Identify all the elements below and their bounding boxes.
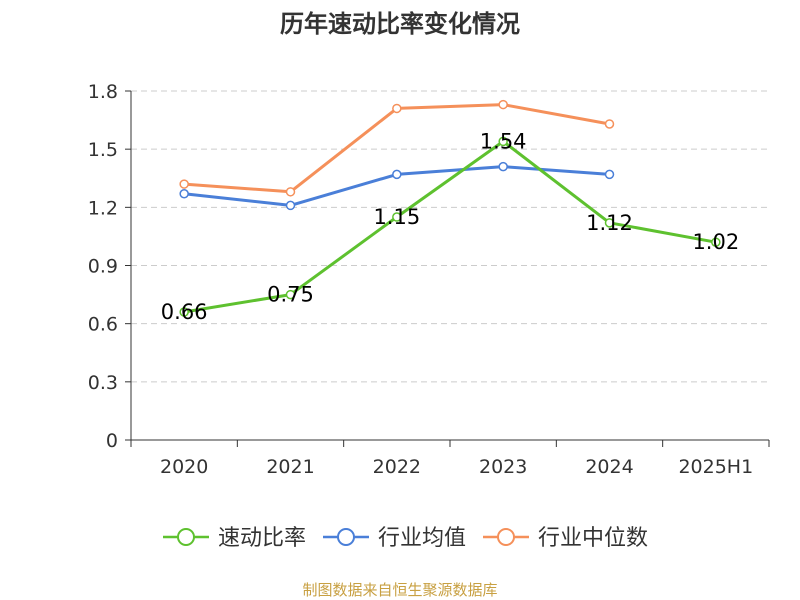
legend-label: 行业均值 [378,526,466,551]
x-tick-label: 2021 [266,456,314,478]
data-point [179,189,189,199]
data-point [498,136,508,147]
x-tick-label: 2025H1 [678,456,753,478]
data-point [498,99,508,110]
y-tick-label: 0.9 [88,256,118,278]
legend-item: 行业均值 [323,526,466,551]
data-point [604,119,615,129]
series-line [183,139,717,314]
y-tick-label: 0.6 [88,314,118,336]
y-tick-label: 1.8 [88,81,118,103]
data-point [392,103,402,114]
data-label: 1.12 [586,211,633,235]
data-point [604,218,615,228]
data-label: 1.15 [373,205,420,229]
x-tick-label: 2020 [160,456,208,478]
data-point [392,212,402,222]
legend-marker [497,528,515,546]
y-tick-label: 0 [106,430,118,452]
data-point [179,179,189,189]
data-point [392,169,402,180]
data-point [711,237,721,247]
legend-marker [177,528,195,546]
legend-label: 行业中位数 [538,526,648,551]
y-tick-label: 1.5 [88,139,118,161]
data-point [498,161,508,172]
x-tick-label: 2022 [373,456,421,478]
data-point [285,200,296,211]
y-tick-label: 0.3 [88,372,118,394]
data-point [179,307,189,317]
legend-label: 速动比率 [218,526,306,551]
data-label: 0.75 [267,283,314,307]
x-tick-label: 2023 [479,456,527,478]
source-text: 制图数据来自恒生聚源数据库 [302,581,497,599]
legend-item: 速动比率 [163,526,306,551]
data-label: 0.66 [161,300,208,324]
y-tick-label: 1.2 [88,197,118,219]
data-label: 1.54 [480,129,527,153]
data-label: 1.02 [692,230,739,254]
data-point [285,289,296,300]
legend-marker [337,528,355,546]
data-point [604,169,615,180]
data-point [285,187,296,197]
chart-title: 历年速动比率变化情况 [280,10,520,38]
x-tick-label: 2024 [585,456,633,478]
legend-item: 行业中位数 [483,526,648,551]
